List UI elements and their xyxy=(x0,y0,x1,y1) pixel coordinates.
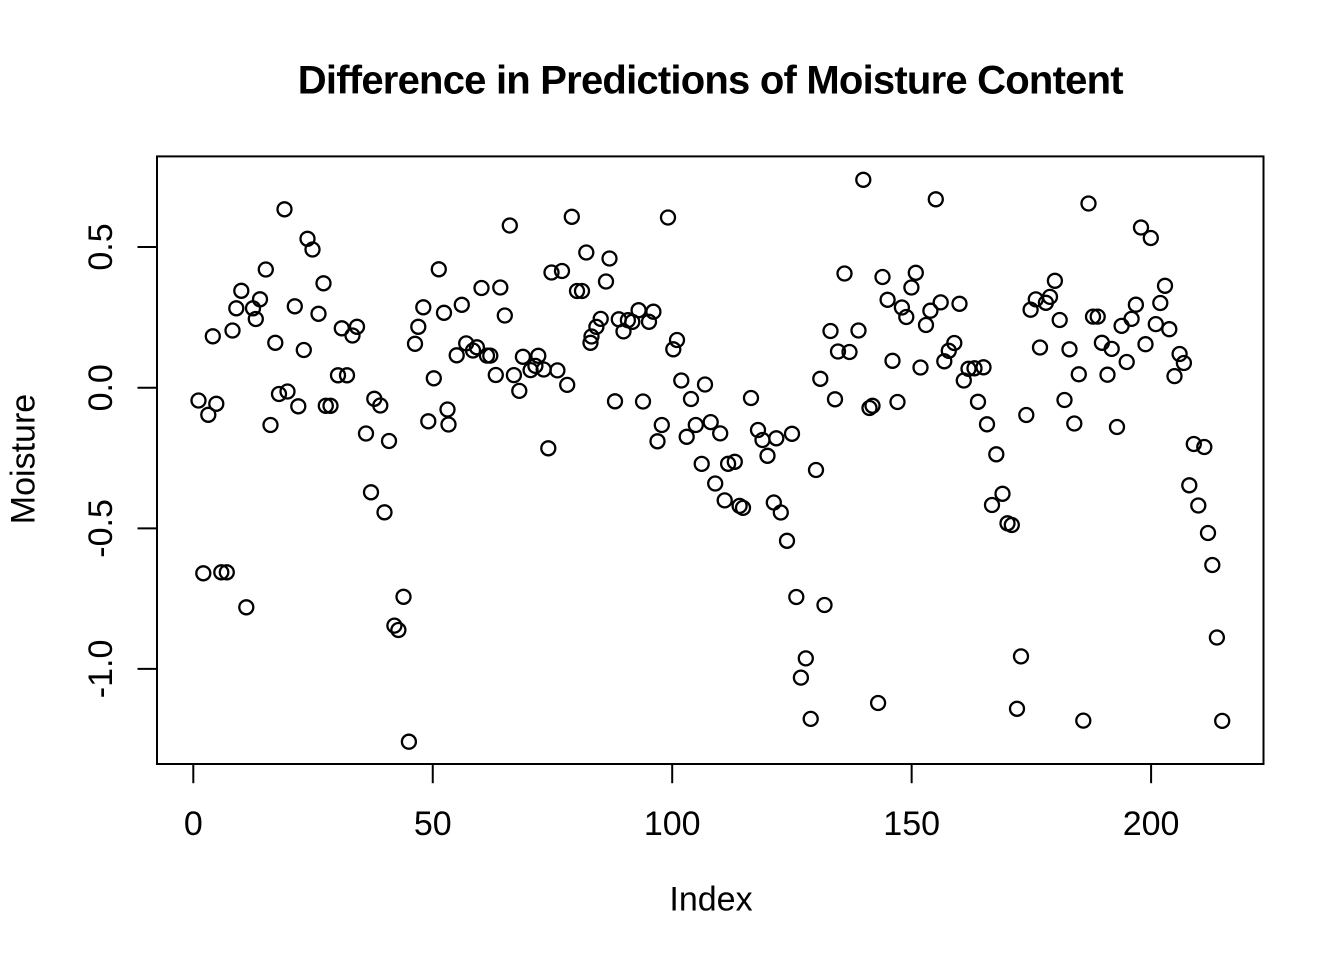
svg-text:-1.0: -1.0 xyxy=(82,640,120,699)
svg-text:Difference in Predictions of M: Difference in Predictions of Moisture Co… xyxy=(298,59,1123,103)
svg-text:0: 0 xyxy=(184,805,203,843)
svg-text:0.0: 0.0 xyxy=(82,364,120,411)
svg-text:0.5: 0.5 xyxy=(82,223,120,270)
svg-text:-0.5: -0.5 xyxy=(82,499,120,558)
svg-text:Index: Index xyxy=(669,881,752,919)
svg-text:150: 150 xyxy=(883,805,940,843)
svg-text:Moisture: Moisture xyxy=(5,394,43,524)
svg-text:50: 50 xyxy=(414,805,452,843)
svg-text:100: 100 xyxy=(644,805,701,843)
svg-text:200: 200 xyxy=(1123,805,1180,843)
